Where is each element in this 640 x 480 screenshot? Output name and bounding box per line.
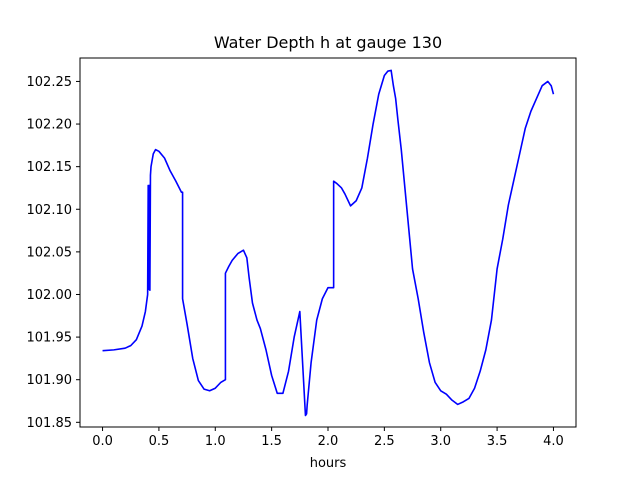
x-tick-label: 3.0 xyxy=(430,434,451,449)
y-tick-label: 101.95 xyxy=(27,331,73,346)
y-tick-label: 101.90 xyxy=(27,373,73,388)
y-tick-label: 101.85 xyxy=(27,416,73,431)
x-tick-label: 4.0 xyxy=(543,434,564,449)
y-tick-label: 102.20 xyxy=(27,118,73,133)
y-tick-label: 102.25 xyxy=(27,75,73,90)
y-tick-label: 102.00 xyxy=(27,288,73,303)
x-tick-label: 0.0 xyxy=(92,434,113,449)
x-tick-label: 2.5 xyxy=(374,434,395,449)
series-line xyxy=(102,69,555,417)
x-tick-label: 1.0 xyxy=(205,434,226,449)
x-tick-label: 3.5 xyxy=(487,434,508,449)
ticks-layer: 0.0 0.5 1.0 1.5 2.0 2.5 3.0 3.5 4.0 101.85 101.90 1… xyxy=(27,75,564,449)
x-tick-label: 2.0 xyxy=(318,434,339,449)
y-tick-label: 102.05 xyxy=(27,245,73,260)
x-tick-label: 1.5 xyxy=(261,434,282,449)
chart-title: Water Depth h at gauge 130 xyxy=(214,33,442,52)
plot-layer xyxy=(102,69,555,417)
y-tick-label: 102.15 xyxy=(27,160,73,175)
x-tick-label: 0.5 xyxy=(149,434,170,449)
x-axis-label: hours xyxy=(310,456,347,471)
y-tick-label: 102.10 xyxy=(27,203,73,218)
